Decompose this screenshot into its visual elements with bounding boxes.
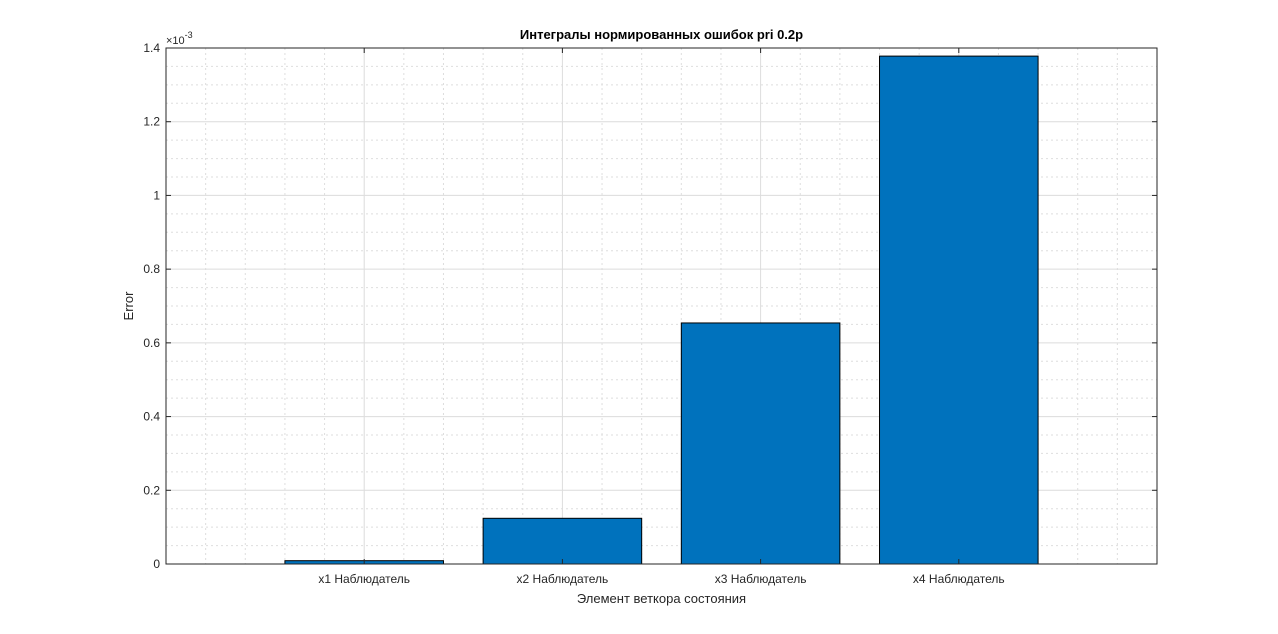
x-tick-label: x1 Наблюдатель — [318, 572, 410, 586]
y-tick-label: 0.6 — [143, 336, 160, 350]
y-tick-label: 1.4 — [143, 41, 160, 55]
bar-4 — [879, 55, 1039, 565]
y-tick-label: 0 — [153, 557, 160, 571]
y-tick-label: 1.2 — [143, 115, 160, 129]
y-tick-label: 0.8 — [143, 262, 160, 276]
y-tick-label: 0.4 — [143, 410, 160, 424]
y-axis-label: Error — [121, 291, 136, 321]
y-exponent-label: ×10-3 — [166, 30, 193, 47]
x-axis-label: Элемент веткора состояния — [577, 591, 746, 606]
x-tick-labels: x1 Наблюдатель x2 Наблюдатель x3 Наблюдате… — [318, 572, 1004, 586]
y-tick-label: 0.2 — [143, 483, 160, 497]
bar-3 — [680, 322, 841, 565]
y-tick-label: 1 — [153, 188, 160, 202]
x-tick-label: x3 Наблюдатель — [715, 572, 807, 586]
x-tick-label: x2 Наблюдатель — [517, 572, 609, 586]
plot-frame — [165, 47, 1158, 565]
chart-title: Интегралы нормированных ошибок pri 0.2p — [520, 27, 803, 42]
axis-ticks — [166, 47, 1157, 565]
bar-2 — [482, 517, 643, 565]
bars — [284, 55, 1039, 565]
y-tick-labels: 0 0.2 0.4 0.6 0.8 1 1.2 1.4 — [143, 41, 160, 571]
x-tick-label: x4 Наблюдатель — [913, 572, 1005, 586]
